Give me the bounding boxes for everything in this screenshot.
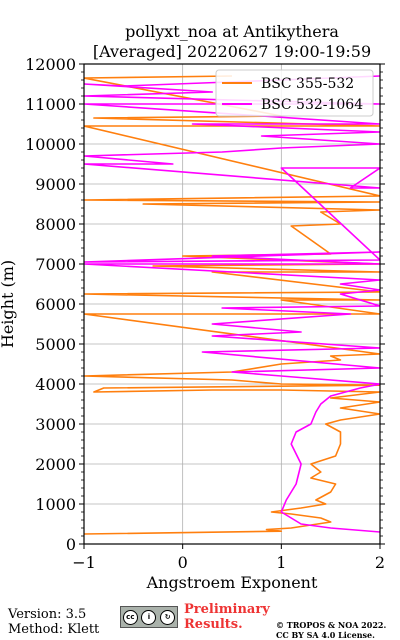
y-tick-label: 7000 <box>35 255 76 274</box>
sa-icon: ↻ <box>160 609 176 625</box>
y-tick-label: 12000 <box>25 55 76 74</box>
y-tick-label: 9000 <box>35 175 76 194</box>
y-tick-label: 11000 <box>25 95 76 114</box>
y-tick-label: 4000 <box>35 375 76 394</box>
copyright-notice: © TROPOS & NOA 2022. CC BY SA 4.0 Licens… <box>276 620 386 640</box>
by-icon: i <box>141 609 157 625</box>
y-tick-label: 0 <box>66 535 76 554</box>
y-tick-label: 6000 <box>35 295 76 314</box>
y-tick-label: 3000 <box>35 415 76 434</box>
method-text: Method: Klett <box>8 622 100 637</box>
y-tick-label: 8000 <box>35 215 76 234</box>
y-tick-label: 5000 <box>35 335 76 354</box>
y-axis-label: Height (m) <box>0 260 17 348</box>
version-text: Version: 3.5 <box>8 607 87 622</box>
cc-icon: cc <box>122 609 138 625</box>
x-axis-label: Angstroem Exponent <box>146 573 318 592</box>
legend: BSC 355-532 BSC 532-1064 <box>215 69 374 117</box>
x-tick-label: 2 <box>375 553 385 572</box>
x-tick-label: 1 <box>276 553 286 572</box>
series-line-bsc-532-1064 <box>84 75 380 533</box>
y-tick-label: 10000 <box>25 135 76 154</box>
preliminary-line1: Preliminary <box>184 602 270 617</box>
x-tick-label: 0 <box>178 553 188 572</box>
chart-subtitle: [Averaged] 20220627 19:00-19:59 <box>92 42 372 61</box>
x-tick-label: −1 <box>72 553 96 572</box>
legend-label-bsc-532-1064: BSC 532-1064 <box>261 97 363 113</box>
chart-title: pollyxt_noa at Antikythera <box>125 22 339 41</box>
copyright-line1: © TROPOS & NOA 2022. <box>276 620 387 630</box>
cc-license-badge[interactable]: cc i ↻ <box>120 606 178 628</box>
legend-box <box>215 69 374 117</box>
preliminary-notice: Preliminary Results. <box>184 602 270 632</box>
y-tick-label: 1000 <box>35 495 76 514</box>
series-line-bsc-355-532 <box>84 75 380 535</box>
y-tick-label: 2000 <box>35 455 76 474</box>
preliminary-line2: Results. <box>184 617 243 632</box>
legend-label-bsc-355-532: BSC 355-532 <box>261 76 354 92</box>
copyright-line2: CC BY SA 4.0 License. <box>276 630 375 640</box>
